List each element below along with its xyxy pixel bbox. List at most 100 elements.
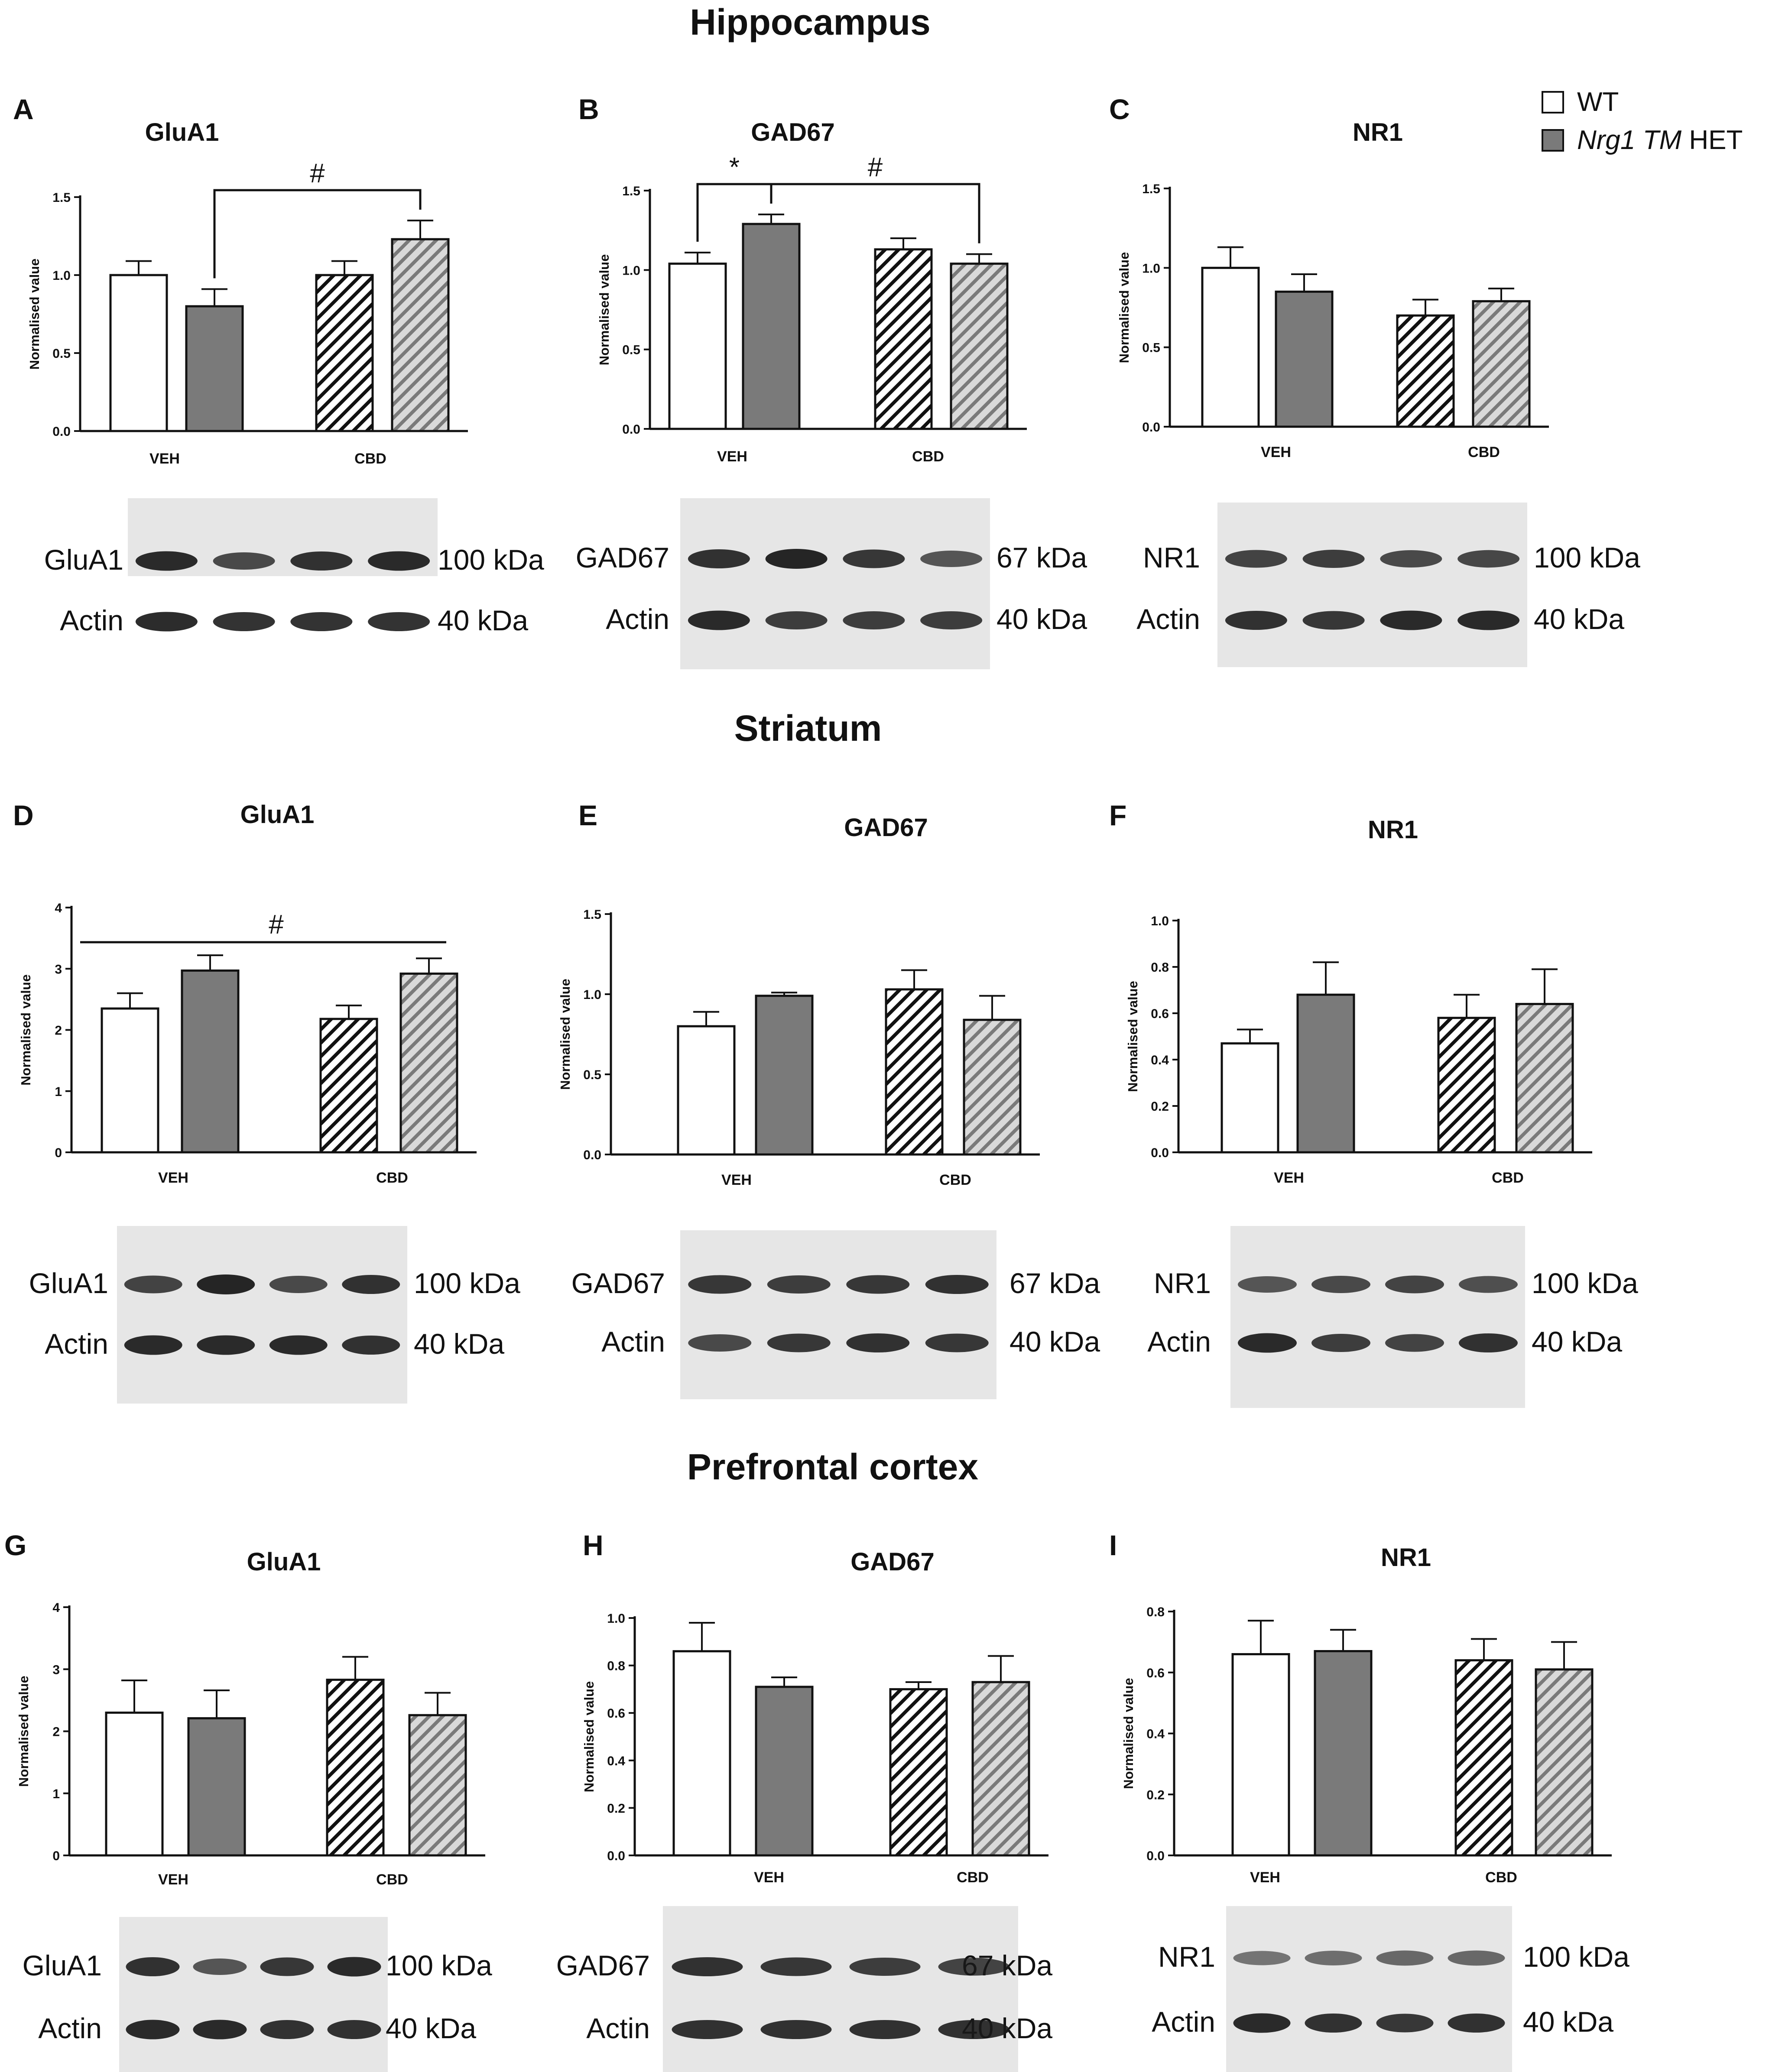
panel-i: I NR1 0.0 0.2 0.4 0.6 0.8 Normalised value VEH CB… (1109, 1529, 1629, 2072)
y-tick-label: 0.2 (607, 1801, 625, 1816)
blot-protein-label: GAD67 (556, 1949, 650, 1981)
x-category-label: CBD (1485, 1869, 1517, 1886)
blot-band (327, 1957, 381, 1977)
blot-band (846, 1333, 910, 1352)
y-tick-label: 1.0 (607, 1612, 625, 1626)
bar (971, 1681, 1030, 1857)
blot-band (767, 1333, 831, 1352)
y-axis-label: Normalised value (558, 979, 573, 1090)
blot-band (1311, 1334, 1370, 1352)
blot-protein-label: NR1 (1158, 1941, 1215, 1973)
y-axis-label: Normalised value (1121, 1678, 1136, 1789)
panel-title: GAD67 (850, 1548, 934, 1576)
blot-band (1238, 1333, 1297, 1353)
panel-d: D GluA1 0 1 2 3 4 Normalised value VEH CBD # GluA1 1… (13, 799, 520, 1404)
y-tick-label: 0.0 (607, 1849, 625, 1863)
blot-protein-label: Actin (601, 1326, 665, 1358)
y-tick-label: 0.4 (1151, 1053, 1169, 1067)
significance-bracket (770, 183, 980, 243)
y-tick-label: 0.4 (1146, 1727, 1165, 1741)
panel-h: H GAD67 0.0 0.2 0.4 0.6 0.8 1.0 Normalised value… (556, 1529, 1052, 2072)
blot-band (849, 1958, 921, 1976)
y-tick-label: 0.8 (1151, 960, 1169, 975)
blot-size-label: 100 kDa (414, 1267, 520, 1299)
blot-band (938, 2020, 1009, 2039)
bar (755, 1686, 814, 1857)
blot-protein-label: NR1 (1154, 1267, 1211, 1299)
bar (408, 1714, 467, 1857)
blot-band (760, 1957, 832, 1976)
blot-band (1305, 2014, 1362, 2033)
panel-letter: E (578, 799, 597, 831)
y-tick-label: 0.4 (607, 1754, 625, 1768)
significance-mark: # (310, 159, 325, 188)
blot-image (1226, 1906, 1512, 2072)
section-title-striatum: Striatum (734, 708, 882, 749)
blot-protein-label: Actin (1152, 2006, 1215, 2038)
significance-mark: * (729, 152, 740, 182)
blot-protein-label: GluA1 (44, 544, 123, 576)
blot-band (1385, 1334, 1444, 1352)
bar (319, 1018, 378, 1154)
blot-band (1305, 1951, 1362, 1965)
y-tick-label: 1.5 (583, 908, 601, 922)
blot-size-label: 67 kDa (996, 542, 1087, 574)
blot-band (197, 1274, 255, 1294)
blot-band (846, 1275, 910, 1294)
bar (885, 988, 944, 1156)
y-tick-label: 0.6 (607, 1706, 625, 1721)
blot-band (135, 551, 198, 571)
blot-protein-label: GluA1 (23, 1949, 102, 1981)
bar (105, 1712, 164, 1857)
y-tick-label: 1.5 (622, 184, 640, 198)
bar (101, 1007, 159, 1154)
blot-band (688, 610, 750, 630)
blot-protein-label: Actin (606, 603, 669, 635)
bar (391, 238, 450, 432)
blot-size-label: 40 kDa (1009, 1326, 1100, 1358)
bar (1231, 1653, 1290, 1857)
y-tick-label: 0.8 (1146, 1605, 1165, 1619)
bar (755, 995, 814, 1156)
blot-size-label: 40 kDa (386, 2012, 476, 2044)
legend-label-wt: WT (1577, 87, 1619, 117)
y-tick-label: 0.8 (607, 1659, 625, 1673)
blot-band (368, 612, 430, 631)
blot-protein-label: Actin (1147, 1326, 1211, 1358)
panel-letter: B (578, 93, 599, 125)
panel-letter: A (13, 93, 34, 125)
bar (672, 1650, 731, 1857)
panel-letter: G (4, 1529, 26, 1561)
blot-size-label: 40 kDa (1534, 603, 1624, 635)
blot-band (1238, 1276, 1297, 1293)
blot-image (680, 1230, 996, 1399)
blot-protein-label: Actin (1136, 603, 1200, 635)
panel-letter: H (583, 1529, 604, 1561)
blot-band (1448, 1950, 1505, 1966)
blot-band (1459, 1333, 1518, 1352)
blot-band (688, 1334, 752, 1352)
blot-band (1225, 611, 1287, 630)
blot-band (1385, 1275, 1444, 1294)
y-tick-label: 1.0 (52, 269, 71, 283)
y-tick-label: 3 (52, 1663, 60, 1677)
blot-band (767, 1275, 831, 1294)
y-tick-label: 2 (55, 1024, 62, 1038)
blot-band (765, 549, 828, 569)
bar (889, 1688, 948, 1857)
blot-band (672, 1957, 743, 1976)
y-tick-label: 1.5 (1142, 182, 1160, 196)
y-tick-label: 0.5 (52, 347, 71, 361)
y-tick-label: 0.0 (1151, 1146, 1169, 1160)
blot-size-label: 40 kDa (438, 604, 528, 636)
panel-title: NR1 (1368, 816, 1418, 844)
blot-band (260, 2020, 314, 2039)
y-tick-label: 0 (52, 1849, 60, 1863)
y-tick-label: 1.0 (622, 263, 640, 278)
x-category-label: VEH (158, 1170, 188, 1186)
y-axis-label: Normalised value (581, 1681, 597, 1793)
x-category-label: VEH (721, 1172, 752, 1188)
blot-size-label: 100 kDa (1523, 1941, 1629, 1973)
blot-band (1233, 2013, 1291, 2033)
